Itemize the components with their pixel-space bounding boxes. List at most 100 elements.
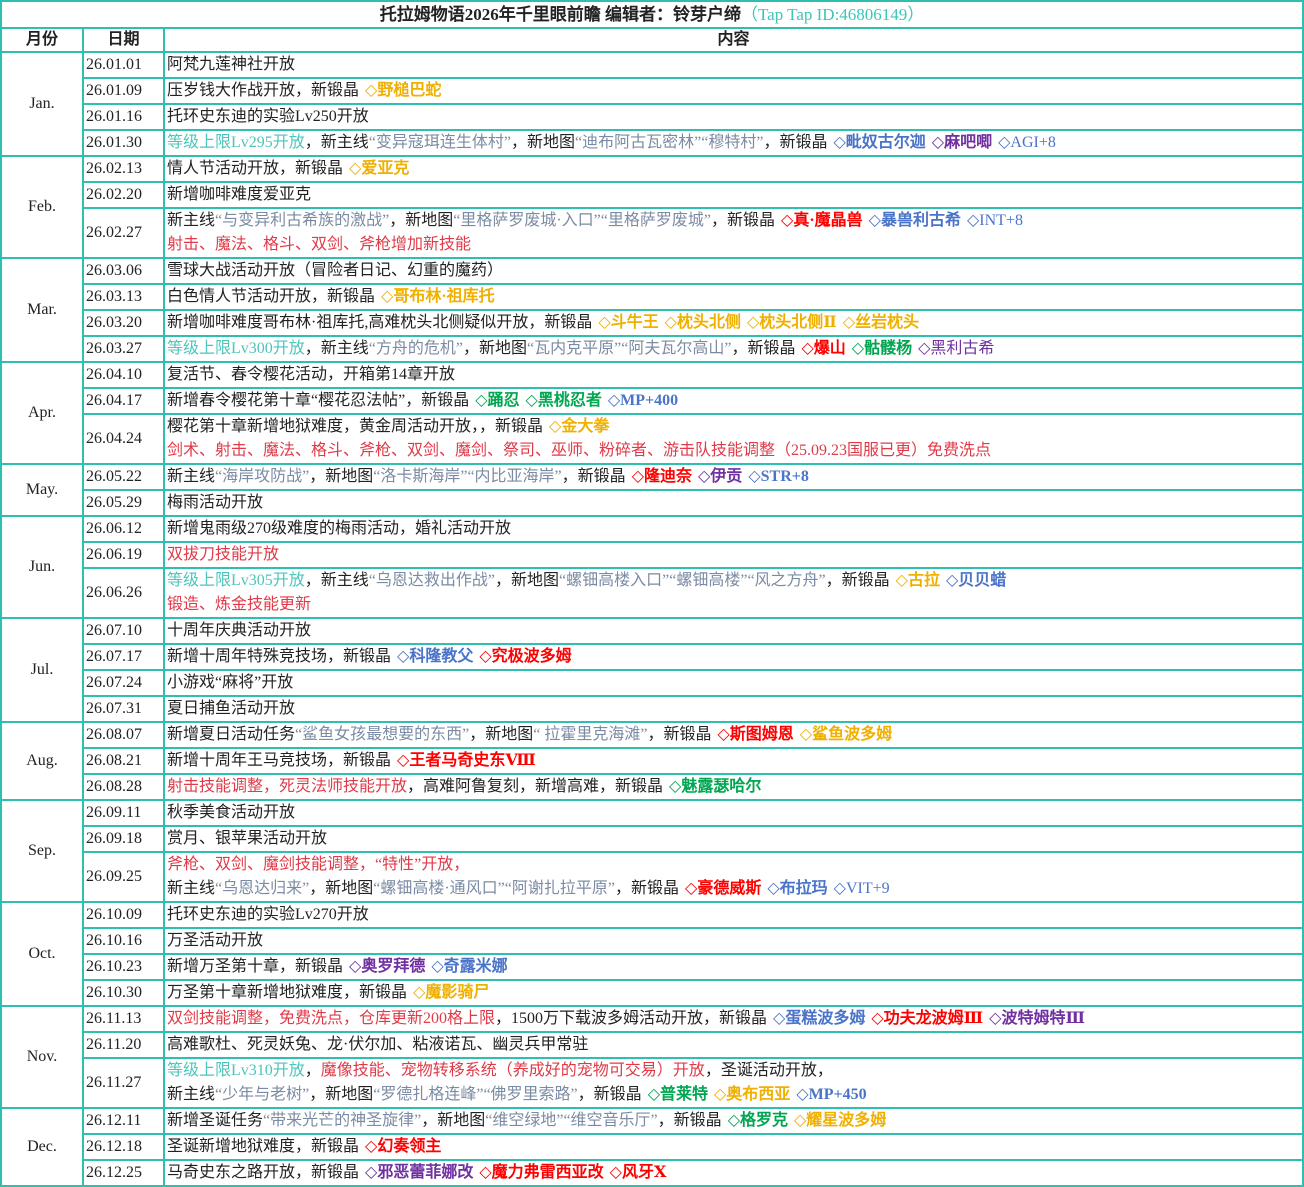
content-cell: 马奇史东之路开放，新锻晶 ◇邪恶蕾菲娜改 ◇魔力弗雷西亚改 ◇风牙Ⅹ	[163, 1159, 1304, 1187]
content-cell: 新增咖啡难度哥布林·祖库托,高难枕头北侧疑似开放，新锻晶 ◇斗牛王 ◇枕头北侧 ◇枕头…	[163, 309, 1304, 337]
date-cell: 26.09.18	[82, 825, 165, 853]
table-row: Aug. 26.08.07 新增夏日活动任务“鲨鱼女孩最想要的东西”，新地图“ 拉霍…	[0, 721, 1304, 801]
month-cell: Feb.	[0, 155, 84, 259]
content-text: 小游戏“麻将”开放	[167, 674, 294, 691]
forging-crystal-item: ◇金大拳	[549, 418, 610, 435]
date-cell: 26.07.10	[82, 617, 165, 645]
table-row: 26.10.16 万圣活动开放	[1, 927, 1304, 955]
content-cell: 小游戏“麻将”开放	[163, 669, 1304, 697]
content-line: 新增夏日活动任务“鲨鱼女孩最想要的东西”，新地图“ 拉霍里克海滩”，新锻晶 ◇斯图…	[167, 724, 1300, 746]
skill-update-text: 双拔刀技能开放	[167, 546, 280, 563]
table-row: 26.08.28 射击技能调整，死灵法师技能开放，高难阿鲁复刻，新增高难，新锻晶 ◇…	[1, 773, 1304, 801]
content-cell: 射击技能调整，死灵法师技能开放，高难阿鲁复刻，新增高难，新锻晶 ◇魅露瑟哈尔	[163, 773, 1304, 801]
quoted-name: “ 拉霍里克海滩”	[533, 726, 648, 743]
content-line: 万圣活动开放	[167, 930, 1300, 952]
content-cell: 等级上限Lv295开放，新主线“变异寇珥连生体村”，新地图“迪布阿古瓦密林”“穆…	[163, 129, 1304, 157]
content-text: 阿梵九莲神社开放	[167, 56, 296, 73]
content-line: 等级上限Lv310开放，魔像技能、宠物转移系统（养成好的宠物可交易）开放，圣诞活…	[167, 1060, 1300, 1083]
date-cell: 26.10.30	[82, 979, 165, 1007]
date-cell: 26.03.06	[82, 257, 165, 285]
content-cell: 情人节活动开放，新锻晶 ◇爱亚克	[163, 155, 1304, 183]
table-row: 26.05.29 梅雨活动开放	[1, 489, 1304, 517]
forging-crystal-item: ◇哥布林·祖库托	[381, 288, 495, 305]
content-line: 小游戏“麻将”开放	[167, 672, 1300, 694]
date-cell: 26.02.20	[82, 181, 165, 209]
content-text: 圣诞新增地狱难度，新锻晶	[167, 1138, 360, 1155]
table-row: 26.06.26 等级上限Lv305开放，新主线“乌恩达救出作战”，新地图“螺钿高…	[1, 567, 1304, 619]
date-cell: 26.10.16	[82, 927, 165, 955]
table-row: Mar. 26.03.06 雪球大战活动开放（冒险者日记、幻重的魔药）	[0, 257, 1304, 363]
header-content: 内容	[163, 27, 1304, 53]
table-row: Jan. 26.01.01 阿梵九莲神社开放	[0, 51, 1304, 157]
title-row: 托拉姆物语2026年千里眼前瞻 编辑者：铃芽户缔（Tap Tap ID:4680…	[0, 0, 1304, 29]
forging-crystal-item: ◇伊贡	[698, 468, 743, 485]
content-text: ，新地图	[309, 468, 374, 485]
content-text: 新增咖啡难度爱亚克	[167, 186, 312, 203]
content-line: 双剑技能调整，免费洗点，仓库更新200格上限，1500万下载波多姆活动开放，新锻…	[167, 1008, 1300, 1030]
skill-update-text: 斧枪、双剑、魔剑技能调整，“特性”开放，	[167, 856, 470, 873]
content-text: ，	[304, 1062, 321, 1079]
content-text: 新主线	[167, 1086, 216, 1103]
table-row: 26.01.16 托环史东迪的实验Lv250开放	[1, 103, 1304, 131]
content-text: 托环史东迪的实验Lv250开放	[167, 108, 369, 125]
content-line: 新主线“乌恩达归来”，新地图“螺钿高楼·通风口”“阿谢扎拉平原”，新锻晶 ◇豪德威…	[167, 877, 1300, 900]
forging-crystal-item: ◇真·魔晶兽	[781, 212, 863, 229]
table-row: 26.10.30 万圣第十章新增地狱难度，新锻晶 ◇魔影骑尸	[1, 979, 1304, 1007]
quoted-name: “与变异利古希族的激战”	[215, 212, 390, 229]
content-text: ，新锻晶	[577, 1086, 642, 1103]
content-line: 新增鬼雨级270级难度的梅雨活动，婚礼活动开放	[167, 518, 1300, 540]
table-row: 26.12.18 圣诞新增地狱难度，新锻晶 ◇幻奏领主	[1, 1133, 1304, 1161]
content-line: 新增咖啡难度爱亚克	[167, 184, 1300, 206]
content-text: 新主线	[167, 880, 216, 897]
content-line: 锻造、炼金技能更新	[167, 593, 1300, 616]
table-row: 26.03.20 新增咖啡难度哥布林·祖库托,高难枕头北侧疑似开放，新锻晶 ◇斗牛王…	[1, 309, 1304, 337]
forging-crystal-item: ◇黑利古希	[918, 340, 995, 357]
content-text: ，新地图	[389, 212, 454, 229]
skill-update-text: 射击技能调整，死灵法师技能开放	[167, 778, 408, 795]
content-text: 万圣第十章新增地狱难度，新锻晶	[167, 984, 408, 1001]
content-line: 斧枪、双剑、魔剑技能调整，“特性”开放，	[167, 854, 1300, 877]
month-cell: May.	[0, 463, 84, 517]
date-cell: 26.03.20	[82, 309, 165, 337]
content-cell: 赏月、银苹果活动开放	[163, 825, 1304, 853]
content-text: ，新锻晶	[711, 212, 776, 229]
quoted-name: “螺钿高楼·通风口”“阿谢扎拉平原”	[373, 880, 615, 897]
content-line: 新增圣诞任务“带来光芒的神圣旋律”，新地图“维空绿地”“维空音乐厅”，新锻晶 ◇格…	[167, 1110, 1300, 1132]
quoted-name: “少年与老树”	[215, 1086, 310, 1103]
content-cell: 十周年庆典活动开放	[163, 617, 1304, 645]
level-cap-text: 等级上限Lv300开放	[167, 340, 305, 357]
content-line: 压岁钱大作战开放，新锻晶 ◇野槌巴蛇	[167, 80, 1300, 102]
content-text: ，新锻晶	[731, 340, 796, 357]
forging-crystal-item: ◇爱亚克	[349, 160, 410, 177]
content-cell: 新增鬼雨级270级难度的梅雨活动，婚礼活动开放	[163, 515, 1304, 543]
forging-crystal-item: ◇黑桃忍者	[525, 392, 602, 409]
content-line: 十周年庆典活动开放	[167, 620, 1300, 642]
content-text: ，新地图	[309, 1086, 374, 1103]
skill-update-text: 剑术、射击、魔法、格斗、斧枪、双剑、魔剑、祭司、巫师、粉碎者、游击队技能调整（2…	[167, 442, 992, 459]
table-row: 26.02.20 新增咖啡难度爱亚克	[1, 181, 1304, 209]
date-cell: 26.07.24	[82, 669, 165, 697]
forging-crystal-item: ◇格罗克	[727, 1112, 788, 1129]
content-text: ，新锻晶	[615, 880, 680, 897]
content-line: 复活节、春令樱花活动，开箱第14章开放	[167, 364, 1300, 386]
month-cell: Sep.	[0, 799, 84, 903]
content-text: 高难歌杜、死灵妖兔、龙·伏尔加、粘液诺瓦、幽灵兵甲常驻	[167, 1036, 589, 1053]
forging-crystal-item: ◇风牙Ⅹ	[609, 1164, 667, 1181]
content-line: 雪球大战活动开放（冒险者日记、幻重的魔药）	[167, 260, 1300, 282]
date-cell: 26.07.31	[82, 695, 165, 723]
content-line: 新主线“少年与老树”，新地图“罗德扎格连峰”“佛罗里索路”，新锻晶 ◇普莱特 ◇奥布…	[167, 1083, 1300, 1106]
content-text: ，新锻晶	[657, 1112, 722, 1129]
forging-crystal-item: ◇贝贝蜡	[945, 572, 1007, 589]
content-cell: 万圣第十章新增地狱难度，新锻晶 ◇魔影骑尸	[163, 979, 1304, 1007]
content-text: 新增十周年特殊竞技场，新锻晶	[167, 648, 392, 665]
content-cell: 秋季美食活动开放	[163, 799, 1304, 827]
quoted-name: “洛卡斯海岸”“内比亚海岸”	[373, 468, 562, 485]
forging-crystal-item: ◇STR+8	[748, 468, 809, 485]
date-cell: 26.07.17	[82, 643, 165, 671]
skill-update-text: 射击、魔法、格斗、双剑、斧枪增加新技能	[167, 236, 472, 253]
forging-crystal-item: ◇蛋糕波多姆	[773, 1010, 866, 1027]
date-cell: 26.01.30	[82, 129, 165, 157]
content-text: ，高难阿鲁复刻，新增高难，新锻晶	[407, 778, 664, 795]
date-cell: 26.11.27	[82, 1057, 165, 1109]
content-line: 新主线“与变异利古希族的激战”，新地图“里格萨罗废城·入口”“里格萨罗废城”，新…	[167, 210, 1300, 233]
